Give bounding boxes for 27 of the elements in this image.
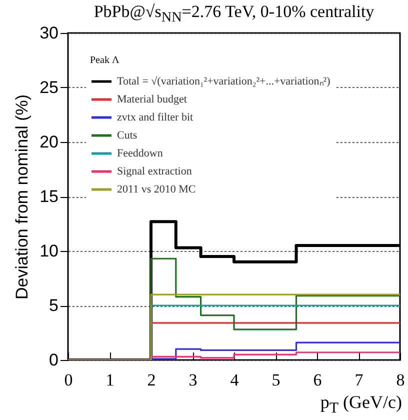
legend-label: Material budget [117, 94, 187, 106]
x-tick-label: 3 [188, 370, 198, 390]
x-tick-label: 6 [313, 370, 322, 390]
x-tick-label: 8 [396, 370, 405, 390]
x-tick-label: 7 [354, 370, 364, 390]
x-axis-title: p$_{T}$ (GeV/c) [320, 392, 402, 418]
x-tick-label: 5 [272, 370, 280, 390]
y-tick-label: 5 [49, 296, 58, 315]
y-tick-label: 30 [40, 24, 58, 42]
y-tick-label: 10 [40, 242, 58, 260]
x-tick-label: 2 [147, 370, 156, 390]
y-tick-label: 20 [40, 132, 58, 152]
legend-title: Peak Λ [90, 55, 120, 66]
y-axis-title: Deviation from nominal (%) [12, 94, 32, 300]
chart-title: PbPb@√s$_{NN}$=2.76 TeV, 0-10% centrality [92, 2, 376, 26]
x-tick-label: 4 [230, 370, 240, 390]
legend-label: 2011 vs 2010 MC [117, 184, 196, 196]
y-tick-label: 0 [49, 350, 58, 370]
legend-label: Cuts [117, 130, 138, 142]
legend-label: Feeddown [117, 148, 164, 160]
legend-label: Total = √(variation₁²+variation₂²+...+variationₙ²) [117, 76, 331, 88]
legend-label: zvtx and filter bit [117, 112, 194, 124]
x-tick-label: 0 [64, 370, 73, 390]
x-tick-label: 1 [106, 370, 114, 390]
y-tick-label: 15 [40, 187, 58, 206]
legend-label: Signal extraction [117, 166, 192, 178]
y-tick-label: 25 [40, 78, 58, 97]
